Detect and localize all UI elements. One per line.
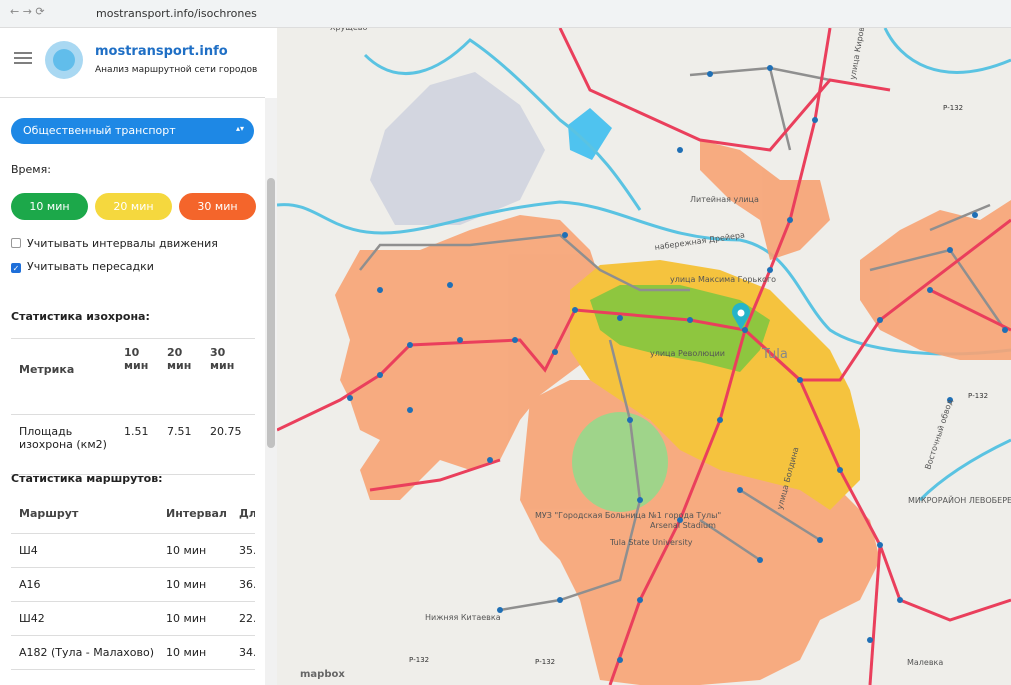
checkbox-row[interactable]: ✓ Учитывать пересадки <box>11 260 154 273</box>
sidebar: mostransport.info Анализ маршрутной сети… <box>0 28 277 685</box>
map-label: Р-132 <box>943 104 963 112</box>
table-cell: 35.45 <box>239 543 255 557</box>
table-cell: 1.51 <box>124 424 149 438</box>
map-label: Arsenal Stadium <box>650 521 716 530</box>
checkbox-label: Учитывать интервалы движения <box>27 237 218 250</box>
table-cell: 34.5 <box>239 645 255 659</box>
table-cell: Площадь изохрона (км2) <box>19 424 107 451</box>
scroll-thumb[interactable] <box>267 178 275 448</box>
header-cell: Маршрут <box>19 507 79 520</box>
map-label: МУЗ "Городская Больница №1 города Тулы" <box>535 511 721 520</box>
table-row: Площадь изохрона (км2) 1.51 7.51 20.75 <box>11 414 255 474</box>
stats-table: Маршрут Интервал Длина Ш4 10 мин 35.45 А16 10 м… <box>11 499 255 670</box>
stops <box>347 65 1008 663</box>
table-cell: А16 <box>19 577 41 591</box>
divider <box>11 338 255 339</box>
logo <box>45 41 83 79</box>
table-cell: 10 мин <box>166 577 207 591</box>
table-cell: Ш42 <box>19 611 45 625</box>
isochrone-10 <box>590 285 770 372</box>
map-label: Р-132 <box>968 392 988 400</box>
site-subtitle: Анализ маршрутной сети городов <box>95 65 258 75</box>
table-cell: Ш4 <box>19 543 38 557</box>
header-row: Метрика 10 мин 20 мин 30 мин <box>11 338 255 414</box>
map-label: улица Максима Горького <box>670 275 776 284</box>
table-cell: 7.51 <box>167 424 192 438</box>
time-button[interactable]: 10 мин <box>11 193 88 220</box>
header-row: Маршрут Интервал Длина <box>11 499 255 533</box>
table-cell: 20.75 <box>210 424 242 438</box>
nav-icons[interactable]: ← → ⟳ <box>10 5 45 18</box>
browser-bar: ← → ⟳ mostransport.info/isochrones <box>0 0 1011 28</box>
header-cell: 20 мин <box>167 346 192 372</box>
isochrone-stats-title: Статистика изохрона: <box>11 310 150 323</box>
checkbox[interactable] <box>11 238 21 248</box>
time-button[interactable]: 20 мин <box>95 193 172 220</box>
site-title[interactable]: mostransport.info <box>95 44 228 59</box>
time-button[interactable]: 30 мин <box>179 193 256 220</box>
checkbox-label: Учитывать пересадки <box>27 260 154 273</box>
table-cell: 10 мин <box>166 645 207 659</box>
map-label: улица Революции <box>650 349 725 358</box>
header-cell: Длина <box>239 507 255 520</box>
header-cell: 30 мин <box>210 346 235 372</box>
stats-table: Метрика 10 мин 20 мин 30 мин Площадь изохрон… <box>11 338 255 475</box>
header-cell: 10 мин <box>124 346 149 372</box>
map-label: Хрущево <box>330 28 367 32</box>
checkbox[interactable]: ✓ <box>11 263 21 273</box>
url[interactable]: mostransport.info/isochrones <box>96 7 257 20</box>
map-label: МИКРОРАЙОН ЛЕВОБЕРЕЖНЫЙ <box>908 494 1011 505</box>
route-stats-title: Статистика маршрутов: <box>11 472 163 485</box>
table-row: А182 (Тула - Малахово) 10 мин 34.5 <box>11 635 255 669</box>
table-row: А16 10 мин 36.14 <box>11 567 255 601</box>
select-text: Общественный транспорт <box>23 124 176 137</box>
time-label: Время: <box>11 163 51 176</box>
map-label: Tula <box>761 347 788 362</box>
pin-center <box>737 309 745 317</box>
table-cell: 10 мин <box>166 611 207 625</box>
park <box>572 412 668 512</box>
rivers <box>277 28 1011 502</box>
header-cell: Метрика <box>19 363 75 376</box>
menu-icon[interactable] <box>12 50 34 66</box>
map-label: Нижняя Китаевка <box>425 613 501 622</box>
table-cell: А182 (Тула - Малахово) <box>19 645 155 659</box>
transport-select[interactable]: Общественный транспорт ▴▾ <box>11 118 254 144</box>
reservoir <box>370 72 545 225</box>
table-row: Ш42 10 мин 22.38 <box>11 601 255 635</box>
header-cell: Интервал <box>166 507 227 520</box>
map-label: Tula State University <box>609 538 693 547</box>
divider <box>0 97 265 98</box>
table-cell: 36.14 <box>239 577 255 591</box>
table-cell: 10 мин <box>166 543 207 557</box>
map-label: Малевка <box>907 658 943 667</box>
pond <box>568 108 612 160</box>
table-cell: 22.38 <box>239 611 255 625</box>
table-row: Ш4 10 мин 35.45 <box>11 533 255 567</box>
map-label: Р-132 <box>535 658 555 666</box>
map-label: Литейная улица <box>690 195 759 204</box>
map-label: mapbox <box>300 669 345 680</box>
map-label: Р-132 <box>409 656 429 664</box>
checkbox-row[interactable]: Учитывать интервалы движения <box>11 237 218 250</box>
